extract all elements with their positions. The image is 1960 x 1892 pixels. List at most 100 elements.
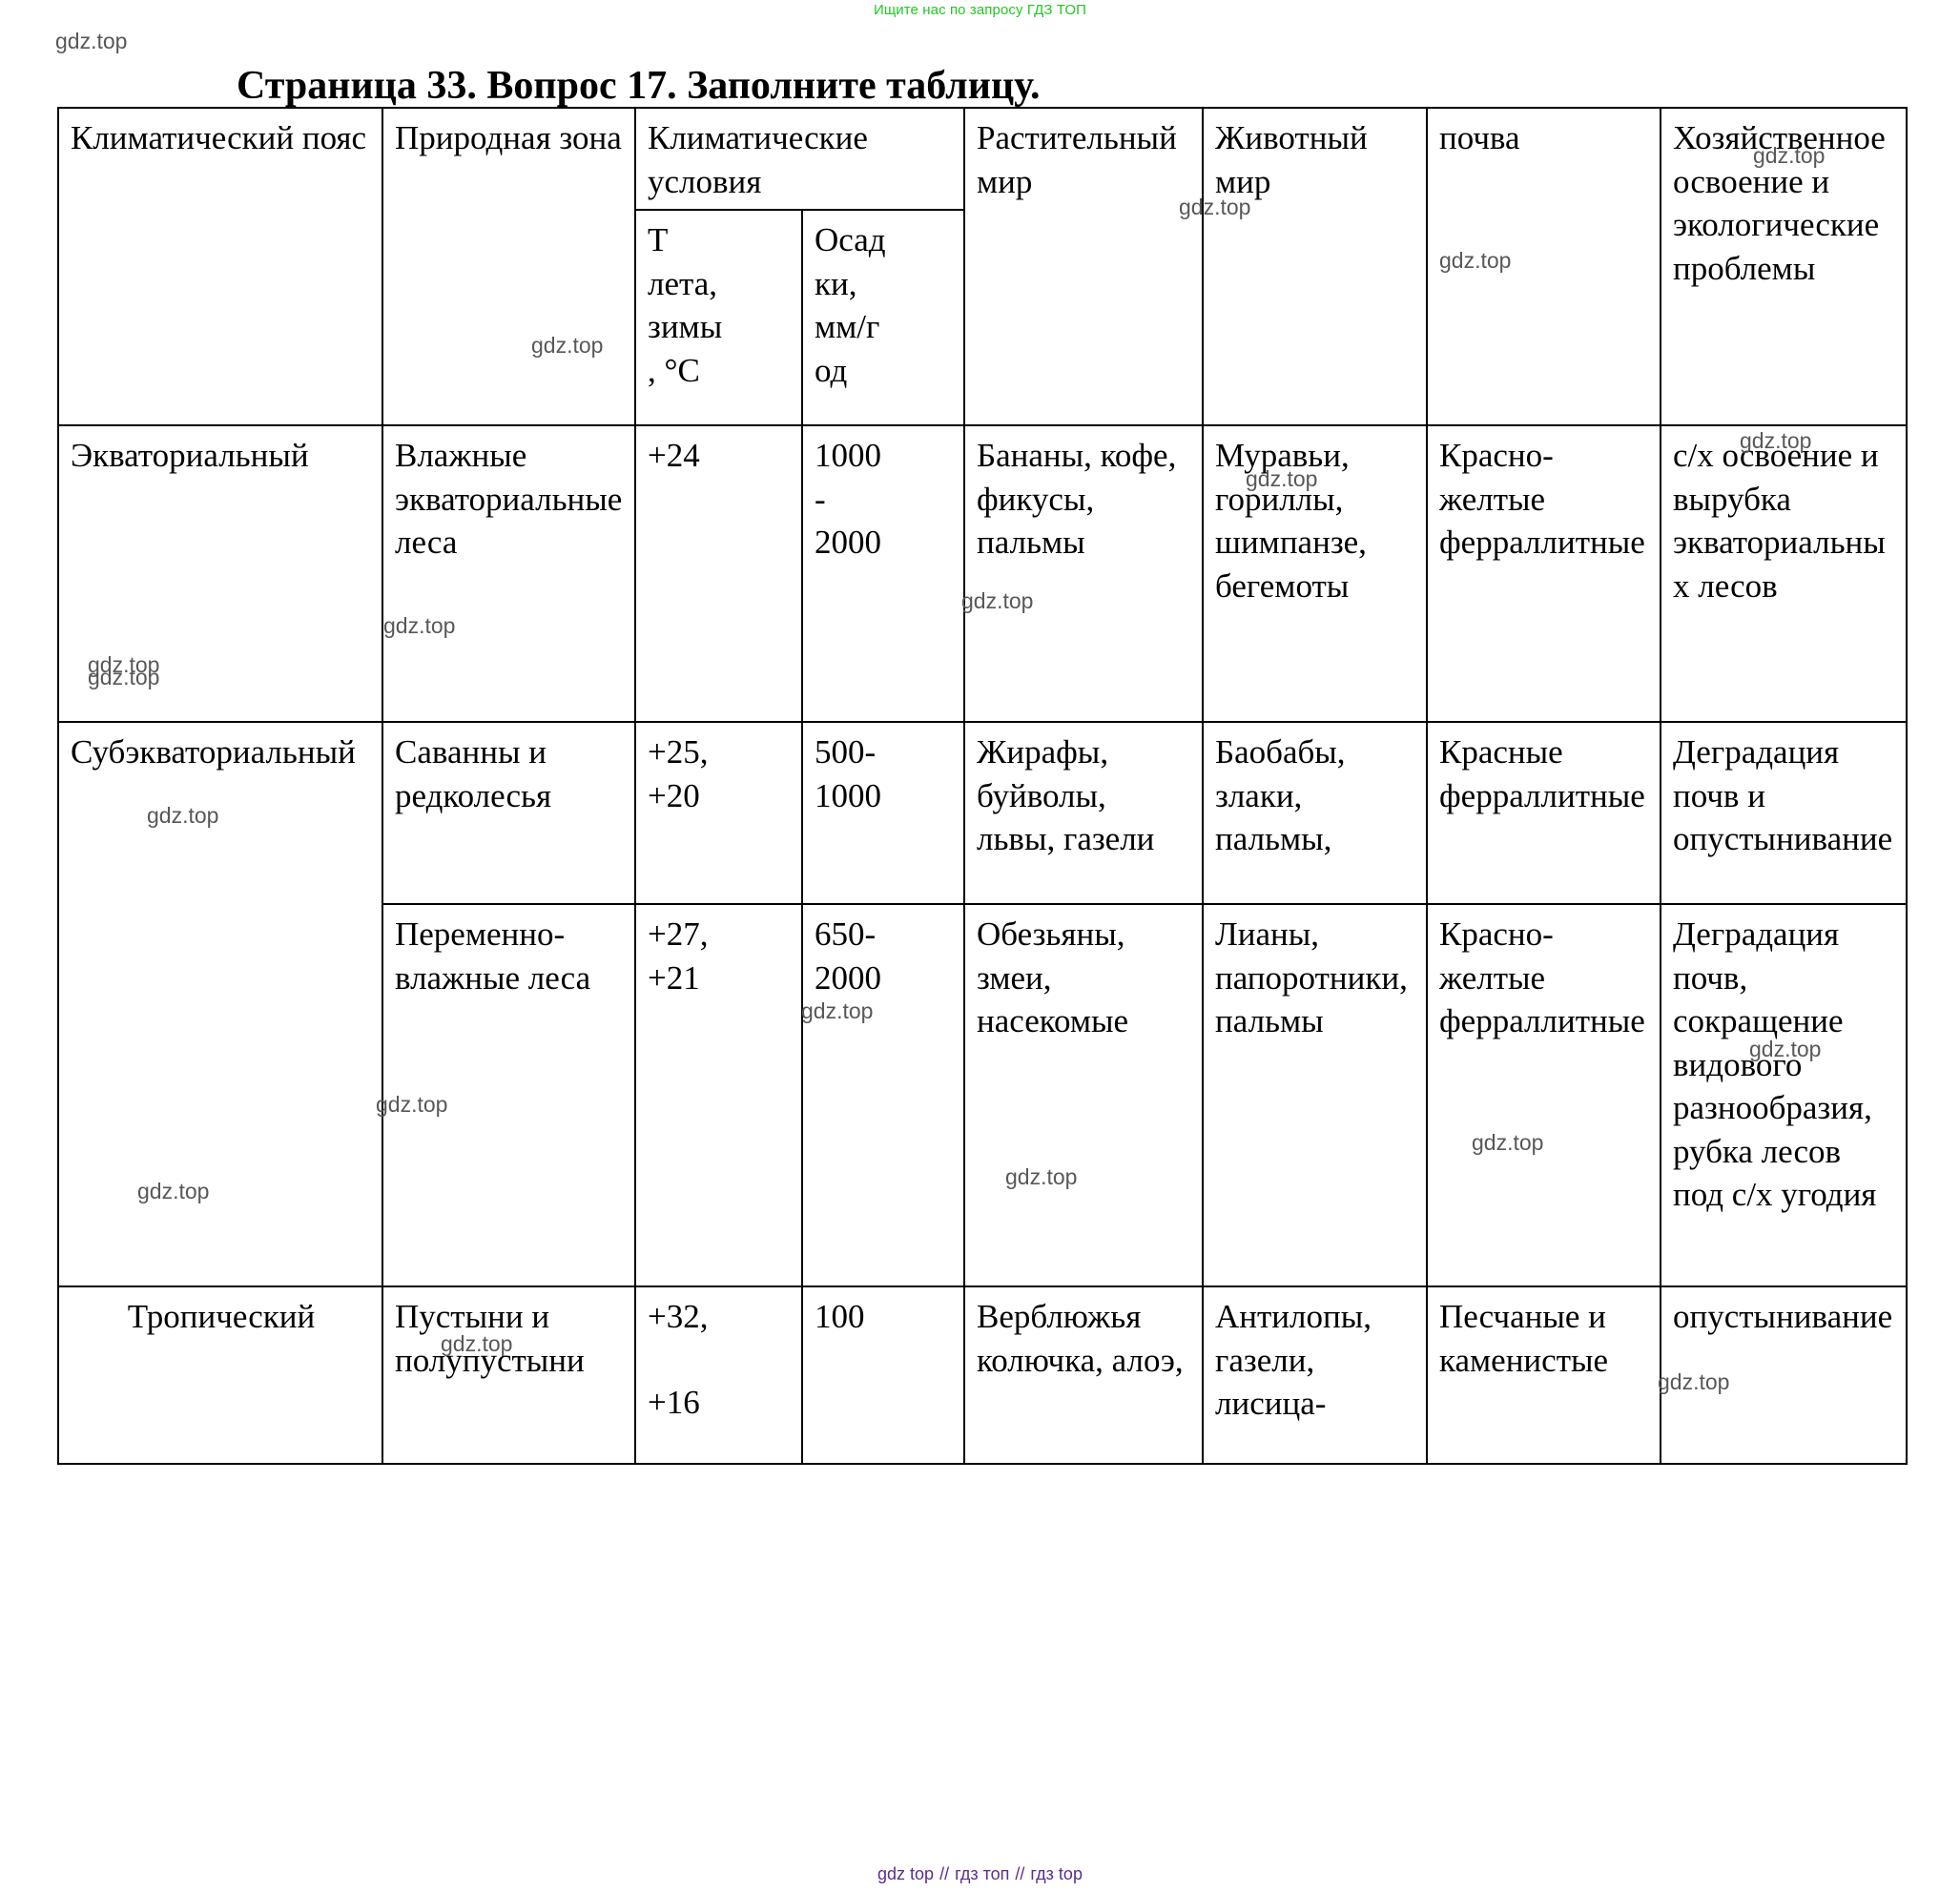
footer-link-gdz-top-cyrillic[interactable]: гдз топ [955, 1864, 1010, 1883]
header-cell-soil: почва gdz.top [1426, 107, 1661, 426]
cell-precipitation: 650- 2000 gdz.top [801, 903, 965, 1287]
cell-soil: Красно-желтые ферраллитные gdz.top [1426, 903, 1661, 1287]
value-flora: Бананы, кофе, фикусы, пальмы [977, 437, 1177, 561]
value-temperature-l1: +32, [648, 1298, 709, 1335]
header-label-precipitation-l3: мм/г [815, 308, 880, 345]
header-label-economy: Хозяйственное освоение и экологические п… [1673, 119, 1886, 287]
value-climate-belt: Субэкваториальный [71, 733, 356, 771]
watermark-row2-belt-2: gdz.top [137, 1179, 210, 1203]
cell-precipitation: 1000 - 2000 [801, 424, 965, 723]
cell-fauna: Антилопы, газели, лисица- [1202, 1285, 1428, 1465]
footer-link-gdz-top-latin[interactable]: gdz top [877, 1864, 935, 1883]
value-precipitation-l1: 1000 [815, 437, 881, 474]
value-temperature-l2: +16 [648, 1383, 700, 1421]
cell-soil: Песчаные и каменистые [1426, 1285, 1661, 1465]
nature-zones-table: Климатический пояс gdz.top Природная зон… [57, 107, 1908, 1465]
cell-flora: Обезьяны, змеи, насекомые gdz.top [963, 903, 1204, 1287]
cell-temperature: +32, +16 [634, 1285, 803, 1465]
footer-links: gdz top//гдз топ//гдз top [0, 1864, 1960, 1884]
promo-banner: Ищите нас по запросу ГДЗ ТОП [873, 2, 1087, 18]
value-precipitation-l2: 1000 [815, 776, 881, 814]
header-label-precipitation-l2: ки, [815, 264, 857, 302]
cell-fauna: Лианы, папоротники, пальмы [1202, 903, 1428, 1287]
cell-climate-belt: Экваториальный gdz.top [57, 424, 383, 723]
header-label-climate-belt: Климатический пояс [71, 119, 367, 156]
header-cell-precipitation: Осад ки, мм/г од [801, 209, 965, 426]
watermark-row1-flora: gdz.top [961, 588, 1034, 613]
cell-natural-zone: Влажные экваториальные леса gdz.top [382, 424, 636, 723]
value-flora: Обезьяны, змеи, насекомые [977, 915, 1129, 1039]
value-natural-zone: Саванны и редколесья [395, 733, 552, 814]
watermark-row4-economy: gdz.top [1658, 1369, 1730, 1394]
header-label-temperature-l1: T [648, 221, 669, 258]
value-flora: Жирафы, буйволы, львы, газели [977, 733, 1155, 857]
cell-natural-zone: Переменно-влажные леса gdz.top [376, 903, 636, 1287]
watermark-row4-zone: gdz.top [441, 1331, 513, 1356]
cell-economy: Деградация почв и опустынивание [1660, 721, 1908, 905]
watermark-top-left: gdz.top [55, 29, 128, 53]
cell-temperature: +24 [634, 424, 803, 723]
header-label-climate-conditions: Климатические условия [648, 119, 868, 200]
value-precipitation-l2: - [815, 480, 826, 518]
value-soil: Красные ферраллитные [1439, 733, 1645, 814]
header-label-temperature-l2: лета, [648, 264, 718, 302]
value-natural-zone: Переменно-влажные леса [395, 915, 591, 997]
value-economy: опустынивание [1673, 1298, 1893, 1335]
table-header-row-2: T лета, зимы , °C gdz.top Осад ки, мм/г … [58, 209, 1907, 426]
header-cell-natural-zone: Природная зона [382, 107, 636, 426]
cell-fauna: Муравьи, гориллы, шимпанзе, бегемоты gdz… [1202, 424, 1428, 723]
header-label-fauna: Животный мир [1215, 119, 1368, 200]
watermark-row1-fauna: gdz.top [1246, 466, 1318, 491]
header-cell-flora: Растительный мир [963, 107, 1204, 426]
value-precipitation-l2: 2000 [815, 958, 881, 997]
value-fauna: Муравьи, гориллы, шимпанзе, бегемоты [1215, 437, 1367, 605]
value-precipitation-l3: 2000 [815, 524, 881, 561]
value-fauna: Баобабы, злаки, пальмы, [1215, 733, 1346, 857]
value-soil: Красно-желтые ферраллитные [1439, 437, 1645, 561]
watermark-row3-flora: gdz.top [1005, 1164, 1078, 1189]
value-fauna: Лианы, папоротники, пальмы [1215, 915, 1408, 1039]
value-temperature-l1: +27, [648, 915, 709, 953]
footer-link-gdz-top-mixed[interactable]: гдз top [1030, 1864, 1083, 1883]
header-cell-temperature: T лета, зимы , °C gdz.top [531, 209, 803, 426]
cell-precipitation: 100 [801, 1285, 965, 1465]
cell-economy: опустынивание gdz.top [1658, 1285, 1908, 1465]
value-flora: Верблюжья колючка, алоэ, [977, 1298, 1184, 1379]
value-precipitation: 100 [815, 1298, 865, 1335]
value-temperature-l2: +21 [648, 958, 700, 997]
watermark-row3-economy: gdz.top [1749, 1037, 1822, 1061]
table-header-row-1: Климатический пояс gdz.top Природная зон… [57, 107, 1908, 676]
cell-flora: Жирафы, буйволы, львы, газели [963, 721, 1204, 905]
value-soil: Песчаные и каменистые [1439, 1298, 1609, 1379]
footer-separator-2: // [1015, 1864, 1025, 1883]
value-economy: Деградация почв, сокращение видового раз… [1673, 915, 1877, 1213]
value-soil: Красно-желтые ферраллитные [1439, 915, 1645, 1039]
value-temperature: +24 [648, 437, 700, 474]
header-cell-climate-conditions: Климатические условия [634, 107, 965, 211]
cell-soil: Красно-желтые ферраллитные [1426, 424, 1661, 723]
value-natural-zone: Влажные экваториальные леса [395, 437, 623, 561]
header-label-temperature-l4: , °C [648, 351, 700, 389]
cell-precipitation: 500- 1000 [801, 721, 965, 905]
watermark-row2-belt: gdz.top [147, 803, 219, 828]
cell-economy: Деградация почв, сокращение видового раз… [1660, 903, 1908, 1287]
table-row: Тропический Пустыни и полупустыни gdz.to… [57, 1285, 1908, 1465]
cell-climate-belt: Тропический [57, 1285, 383, 1465]
cell-soil: Красные ферраллитные [1426, 721, 1661, 905]
cell-flora: Верблюжья колючка, алоэ, [963, 1285, 1204, 1465]
value-fauna: Антилопы, газели, лисица- [1215, 1298, 1372, 1422]
watermark-temperature-header: gdz.top [531, 333, 604, 358]
page-title: Страница 33. Вопрос 17. Заполните таблиц… [237, 64, 1041, 109]
watermark-soil-header: gdz.top [1439, 248, 1512, 273]
watermark-row3-precip: gdz.top [801, 998, 874, 1023]
cell-natural-zone: Саванны и редколесья [382, 721, 636, 905]
spacer [648, 1339, 792, 1381]
value-temperature-l1: +25, [648, 733, 709, 771]
cell-economy: с/х освоение и вырубка экваториальных ле… [1660, 424, 1908, 723]
value-climate-belt: Экваториальный [71, 437, 309, 474]
watermark-economy-header: gdz.top [1753, 143, 1826, 168]
value-natural-zone: Пустыни и полупустыни [395, 1298, 585, 1379]
value-precipitation-l1: 500- [815, 733, 877, 771]
value-temperature-l2: +20 [648, 776, 700, 814]
value-economy: Деградация почв и опустынивание [1673, 733, 1893, 857]
